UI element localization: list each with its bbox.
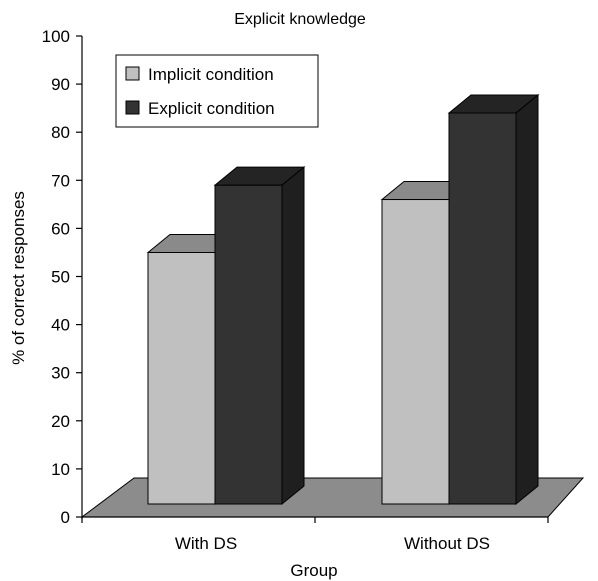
bar-front [448, 112, 517, 505]
bar-front [147, 251, 216, 505]
y-tick-label: 70 [51, 171, 70, 190]
y-tick-label: 90 [51, 75, 70, 94]
y-tick-label: 60 [51, 219, 70, 238]
y-tick-label: 40 [51, 316, 70, 335]
bars [146, 93, 540, 506]
y-tick-label: 10 [51, 460, 70, 479]
y-tick-label: 20 [51, 412, 70, 431]
legend-swatch-implicit [125, 66, 140, 81]
y-tick-label: 0 [61, 508, 70, 527]
legend-label-explicit: Explicit condition [148, 99, 275, 118]
x-tick-label: With DS [175, 534, 237, 553]
bar-front [381, 199, 450, 505]
bar [213, 166, 306, 506]
y-tick-label: 80 [51, 123, 70, 142]
y-axis-ticks: 0 10 20 30 40 50 60 70 80 90 100 [42, 27, 82, 527]
legend-swatch-explicit [125, 100, 140, 115]
chart-title: Explicit knowledge [234, 11, 366, 28]
y-tick-label: 50 [51, 268, 70, 287]
y-axis-title: % of correct responses [9, 191, 28, 365]
legend: Implicit condition Explicit condition [115, 54, 319, 128]
x-axis-title: Group [290, 561, 337, 580]
bar [447, 93, 540, 506]
y-tick-label: 100 [42, 27, 70, 46]
y-tick-label: 30 [51, 364, 70, 383]
legend-box [115, 54, 319, 128]
bar-side [281, 166, 305, 506]
bar-front [214, 184, 283, 505]
legend-label-implicit: Implicit condition [148, 65, 274, 84]
bar-side [515, 93, 539, 506]
x-axis: With DS Without DS [81, 516, 549, 553]
x-tick-label: Without DS [404, 534, 490, 553]
